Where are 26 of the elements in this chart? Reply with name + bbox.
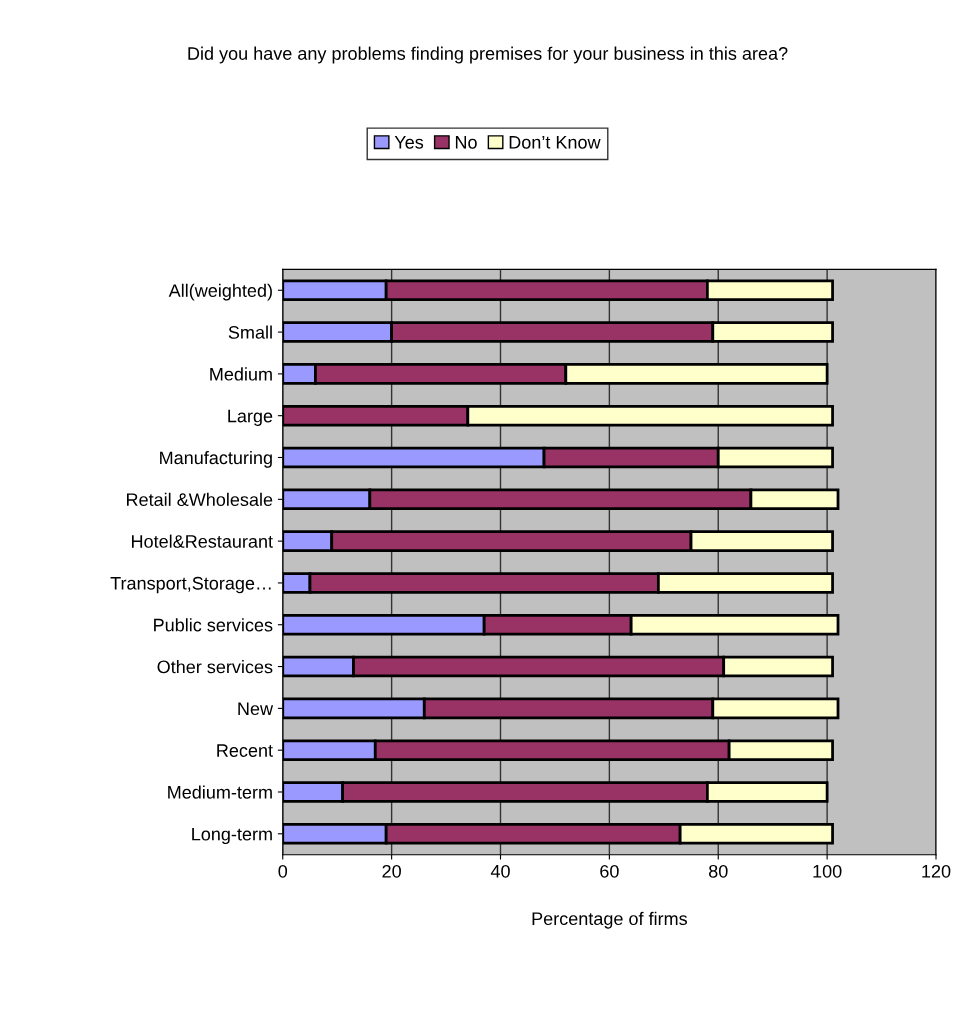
legend-label: No: [455, 136, 477, 149]
x-tick-label: 80: [708, 864, 728, 878]
y-tick-label: Public services: [154, 618, 273, 632]
x-tick-label: 40: [490, 864, 510, 878]
y-tick-label: Large: [228, 409, 273, 426]
y-tick-label: Retail &Wholesale: [126, 492, 273, 507]
y-tick-label: Hotel&Restaurant: [132, 534, 273, 548]
x-tick-label: 0: [278, 864, 288, 878]
x-axis-title: Percentage of firms: [532, 911, 687, 929]
x-tick-label: 120: [922, 864, 951, 878]
y-tick-label: Medium: [210, 367, 272, 381]
legend-label: Yes: [394, 136, 424, 149]
y-tick-label: All(weighted): [168, 283, 272, 301]
y-tick-label: Recent: [217, 744, 273, 757]
y-tick-label: Transport,Storage…: [110, 576, 271, 594]
x-tick-label: 100: [813, 864, 842, 878]
y-tick-label: Small: [228, 325, 272, 339]
x-tick-label: 60: [600, 864, 619, 878]
legend-label: Don’t Know: [509, 136, 601, 149]
y-tick-label: Other services: [157, 660, 273, 674]
y-tick-label: Long-term: [192, 827, 272, 845]
y-tick-label: Manufacturing: [160, 450, 272, 468]
y-tick-label: New: [238, 702, 274, 716]
y-tick-label: Medium-term: [168, 785, 272, 799]
x-tick-label: 20: [382, 864, 401, 878]
chart-title: Did you have any problems finding premises for your business in this area?: [188, 46, 788, 64]
